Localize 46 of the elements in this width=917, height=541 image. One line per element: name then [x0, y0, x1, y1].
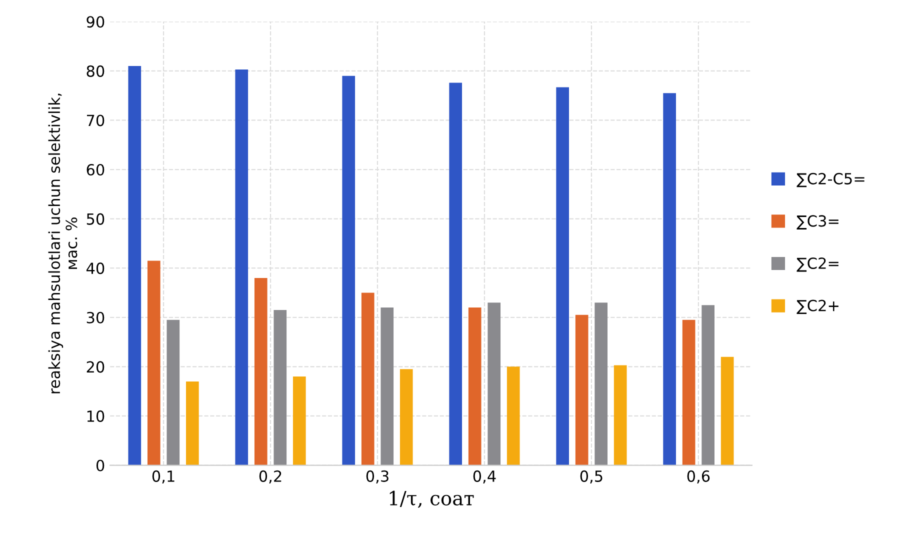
- y-tick-label: 60: [86, 164, 104, 176]
- y-tick-label: 0: [96, 460, 104, 472]
- y-tick-label: 90: [86, 16, 104, 28]
- bar: [449, 82, 462, 466]
- y-tick-label: 40: [86, 262, 104, 274]
- bar: [186, 381, 199, 466]
- legend-label: ∑C2-C5=: [796, 172, 864, 188]
- x-tick-label: 0,5: [580, 470, 602, 484]
- bar: [663, 93, 676, 466]
- x-tick-label: 0,3: [366, 470, 388, 484]
- bar: [166, 320, 180, 466]
- y-tick-label: 30: [86, 312, 104, 324]
- y-tick-label: 70: [86, 114, 104, 126]
- bar: [594, 302, 608, 466]
- bar: [506, 366, 520, 466]
- x-tick-label: 0,6: [687, 470, 710, 484]
- bar: [274, 310, 287, 466]
- bar: [488, 302, 501, 466]
- bar: [702, 305, 714, 466]
- bar: [575, 314, 588, 466]
- bar: [682, 320, 696, 466]
- legend-label: ∑C2=: [796, 257, 838, 272]
- bar: [128, 66, 142, 466]
- bar: [361, 292, 374, 466]
- bar: [614, 365, 627, 466]
- bar: [292, 376, 306, 466]
- bar: [380, 308, 394, 466]
- bar: [235, 69, 248, 466]
- bar: [720, 356, 734, 466]
- x-tick-label: 0,1: [152, 470, 174, 484]
- bar: [147, 260, 160, 466]
- bar: [254, 278, 268, 466]
- legend-label: ∑C2+: [796, 300, 838, 314]
- x-axis-title: 1/τ, соат: [390, 490, 474, 508]
- bar: [342, 76, 356, 466]
- y-tick-label: 50: [86, 213, 104, 225]
- x-tick-label: 0,2: [259, 470, 282, 484]
- bar: [400, 369, 413, 466]
- y-tick-label: 20: [86, 361, 104, 373]
- x-tick-label: 0,4: [473, 470, 496, 484]
- bar: [556, 87, 569, 466]
- y-axis-title: reaksiya mahsulotlari uchun selektivlik, мас. %: [48, 94, 78, 394]
- y-tick-label: 10: [87, 410, 104, 422]
- bar: [468, 308, 482, 466]
- y-tick-label: 80: [86, 65, 104, 77]
- legend-label: ∑C3=: [796, 215, 838, 230]
